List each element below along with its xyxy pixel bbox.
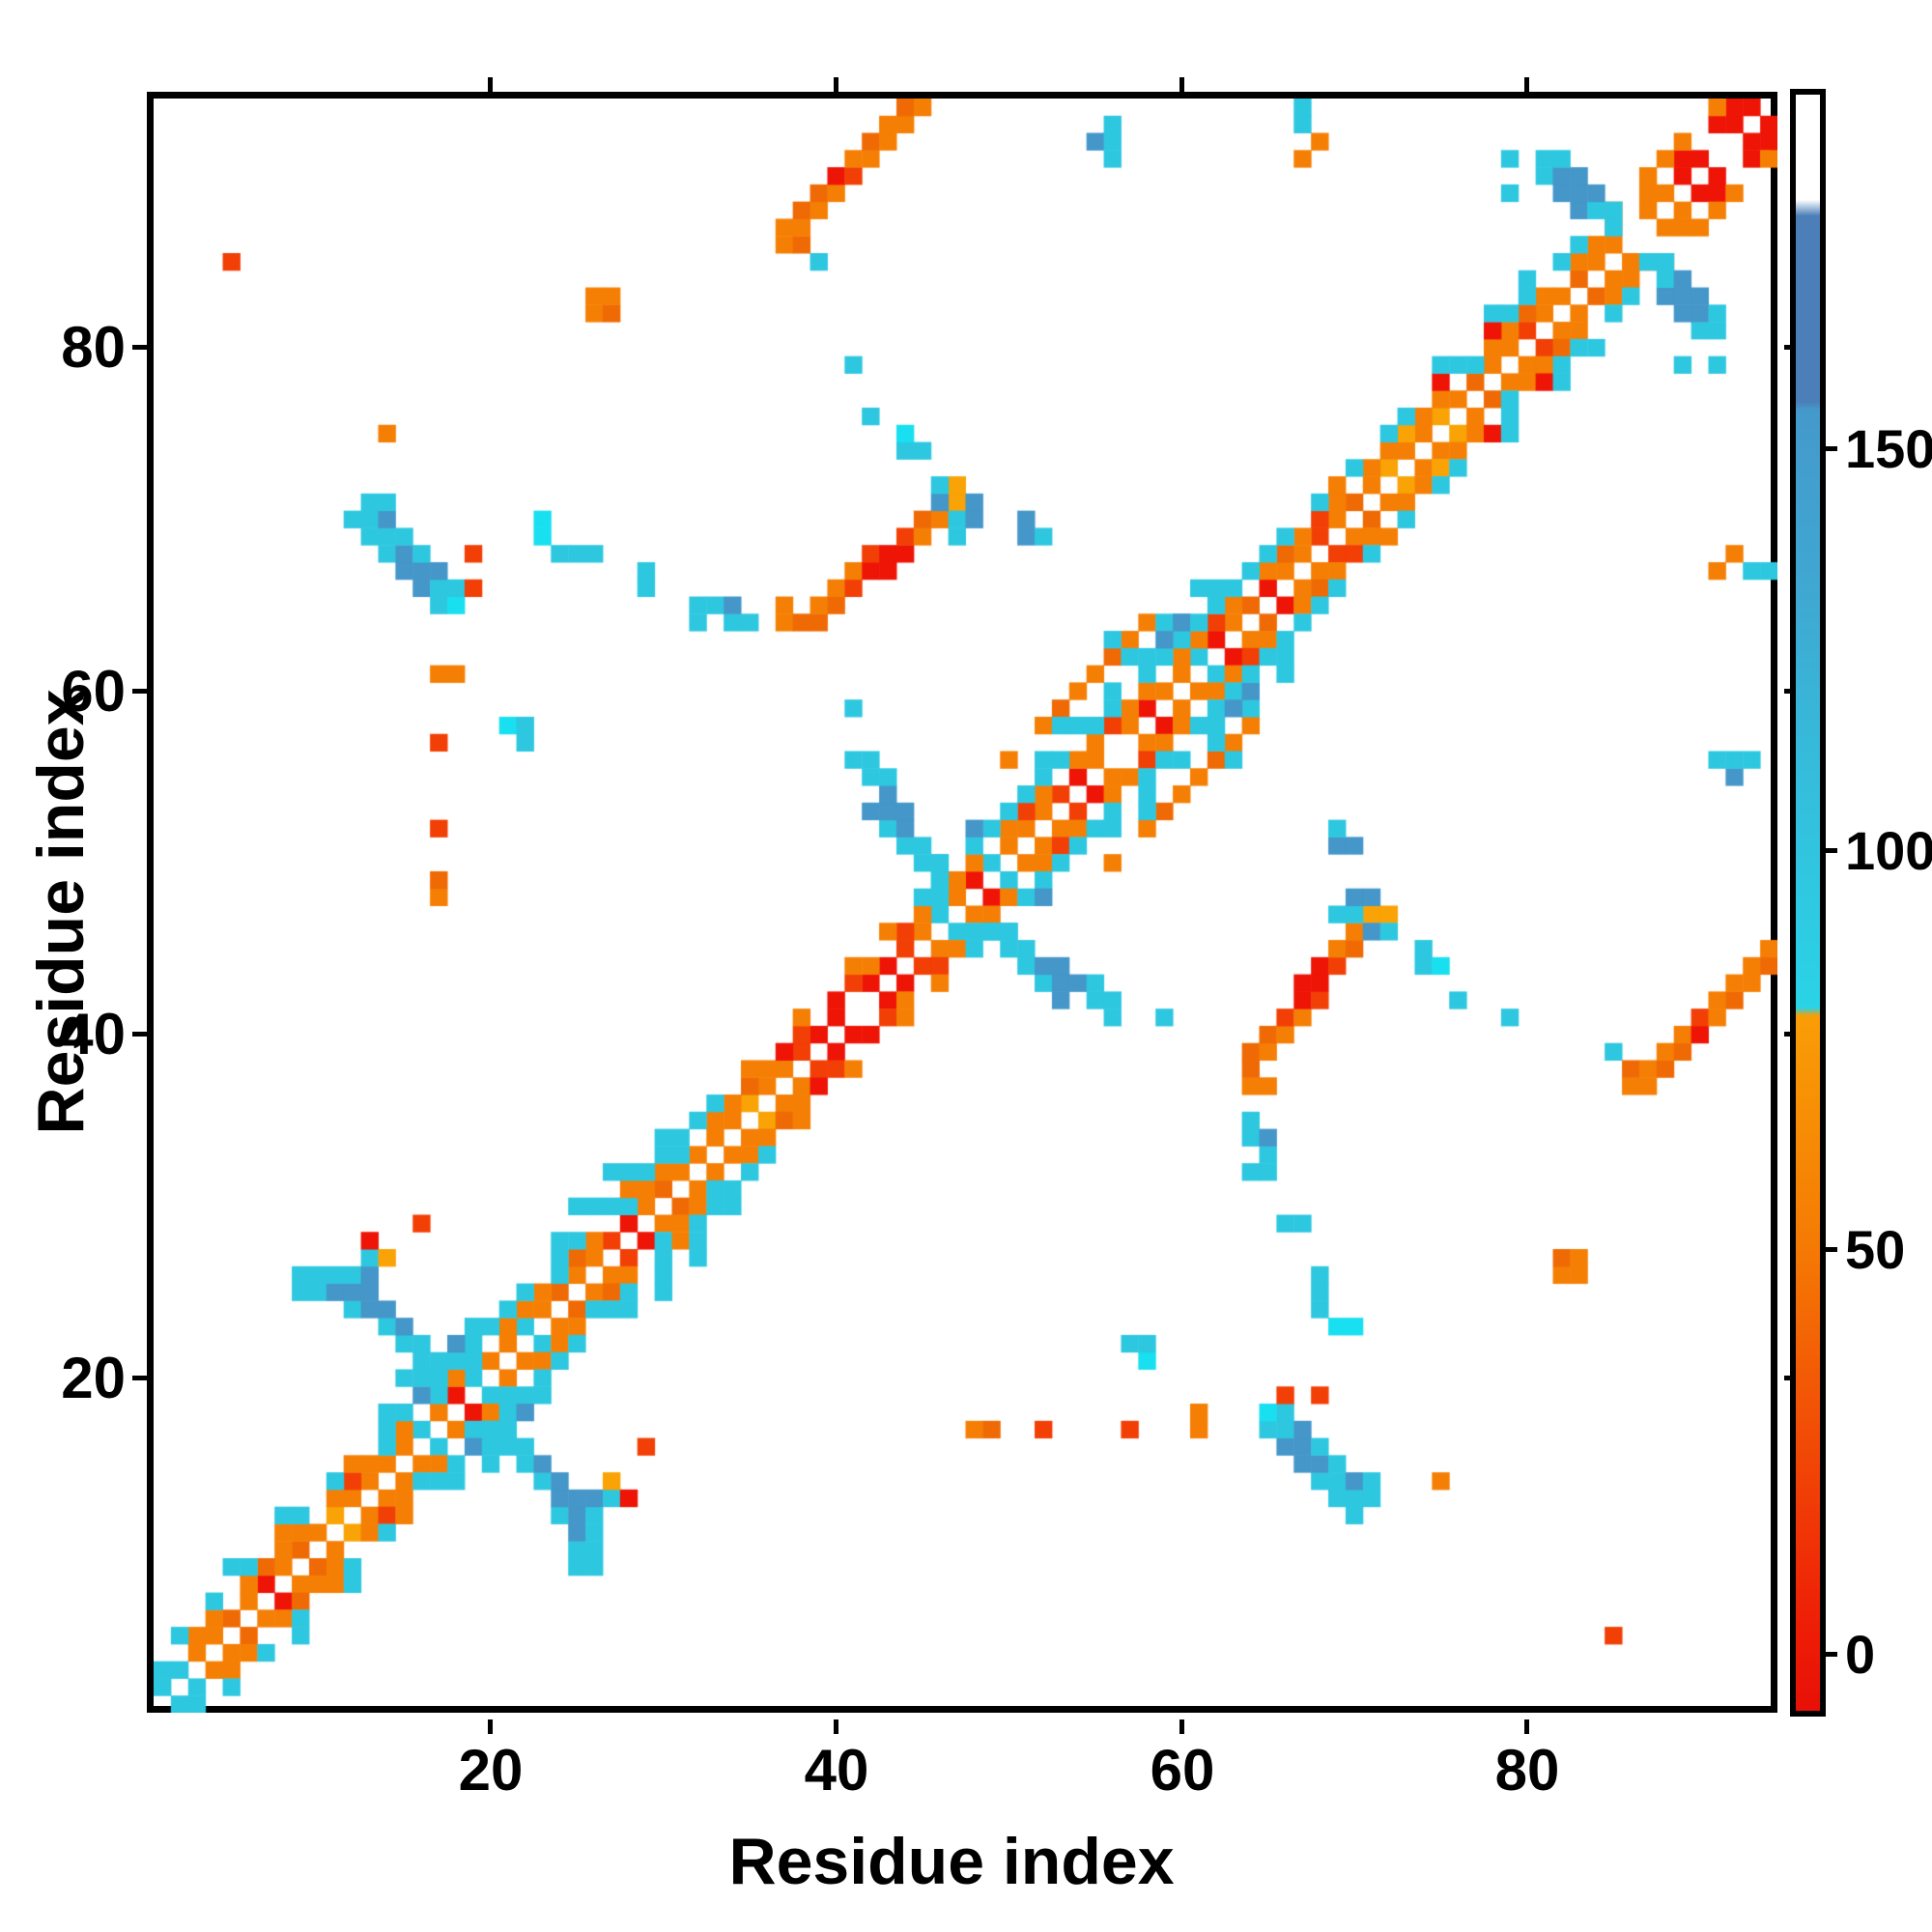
y-tick-label-80: 80 [61,315,126,380]
colorbar-tick-0 [1826,1652,1837,1657]
x-axis-title: Residue index [728,1825,1175,1898]
x-tick-label-80: 80 [1494,1738,1560,1803]
colorbar [1790,89,1826,1717]
x-tick-20 [488,1719,493,1734]
y-tick-label-20: 20 [61,1346,126,1410]
colorbar-tick-label-150: 150 [1845,418,1932,479]
colorbar-tick-label-100: 100 [1845,820,1932,881]
colorbar-gradient [1796,95,1820,1711]
y-axis-title: Residue index [24,689,98,1135]
colorbar-tick-100 [1826,848,1837,853]
y-tick-label-40: 40 [61,1002,126,1066]
contact-map-heatmap [154,99,1777,1713]
x-tick-label-60: 60 [1150,1738,1215,1803]
x-tick-top-20 [488,77,493,92]
y-tick-20 [132,1376,147,1380]
y-tick-label-60: 60 [61,659,126,724]
x-tick-top-60 [1179,77,1184,92]
x-tick-40 [834,1719,838,1734]
y-tick-40 [132,1032,147,1037]
x-tick-60 [1179,1719,1184,1734]
y-tick-60 [132,689,147,694]
colorbar-tick-50 [1826,1247,1837,1252]
x-tick-top-40 [834,77,838,92]
y-tick-80 [132,345,147,350]
x-tick-top-80 [1524,77,1529,92]
colorbar-tick-label-50: 50 [1845,1219,1906,1280]
colorbar-tick-label-0: 0 [1845,1624,1876,1685]
x-tick-label-40: 40 [804,1738,869,1803]
x-tick-label-20: 20 [458,1738,524,1803]
colorbar-tick-150 [1826,446,1837,451]
x-tick-80 [1524,1719,1529,1734]
